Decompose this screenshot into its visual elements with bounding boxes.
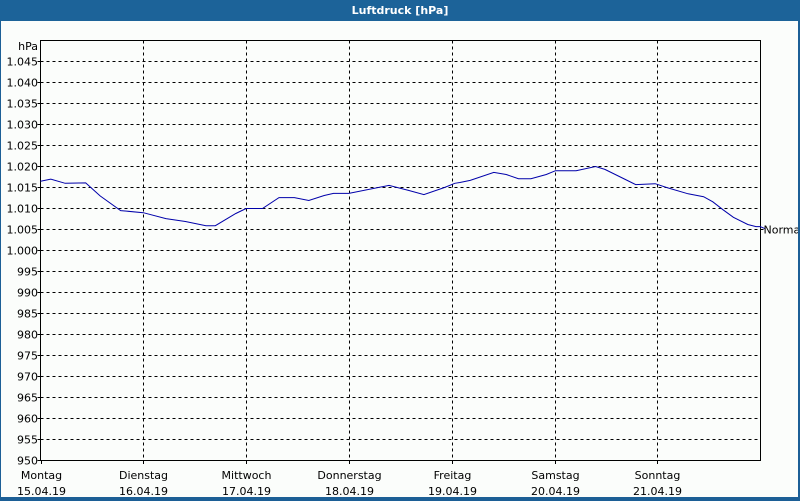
y-tick-label: 990	[17, 287, 38, 300]
x-tick-day-label: Donnerstag	[317, 469, 381, 482]
x-tick-day-label: Dienstag	[119, 469, 168, 482]
y-tick-label: 1.005	[7, 224, 39, 237]
chart-area: hPa 1.045 1.040 1.035 1.030 1.025 1.020 1.015 1…	[1, 21, 800, 498]
x-tick-day-label: Montag	[21, 469, 62, 482]
y-tick-label: 1.045	[7, 56, 39, 69]
plot-frame	[40, 40, 761, 461]
x-gridlines	[41, 40, 658, 464]
window-title: Luftdruck [hPa]	[0, 0, 800, 21]
y-tick-label: 1.010	[7, 203, 39, 216]
x-tick-date-label: 15.04.19	[17, 485, 66, 497]
y-tick-label: 950	[17, 455, 38, 468]
x-tick-day-label: Sonntag	[635, 469, 681, 482]
pressure-series-line	[40, 165, 766, 230]
y-tick-label: 1.035	[7, 98, 39, 111]
x-tick-date-label: 17.04.19	[222, 485, 271, 497]
y-gridlines	[37, 61, 761, 461]
x-tick-date-label: 20.04.19	[531, 485, 580, 497]
y-tick-label: 1.025	[7, 140, 39, 153]
y-tick-label: 995	[17, 266, 38, 279]
x-tick-date-label: 16.04.19	[119, 485, 168, 497]
y-tick-label: 970	[17, 371, 38, 384]
y-tick-label: 1.030	[7, 119, 39, 132]
y-tick-label: 1.000	[7, 245, 39, 258]
y-axis-unit-label: hPa	[18, 40, 38, 53]
x-tick-day-label: Samstag	[531, 469, 579, 482]
y-tick-label: 1.015	[7, 182, 39, 195]
y-tick-label: 1.040	[7, 77, 39, 90]
x-tick-date-label: 18.04.19	[325, 485, 374, 497]
x-tick-date-label: 21.04.19	[633, 485, 682, 497]
x-tick-day-label: Freitag	[434, 469, 472, 482]
normal-annotation-label: Normal	[764, 224, 799, 237]
x-tick-day-label: Mittwoch	[222, 469, 272, 482]
y-tick-label: 985	[17, 308, 38, 321]
y-tick-labels: 1.045 1.040 1.035 1.030 1.025 1.020 1.015 1.010…	[7, 56, 39, 468]
x-tick-date-label: 19.04.19	[428, 485, 477, 497]
y-tick-label: 975	[17, 350, 38, 363]
y-tick-label: 1.020	[7, 161, 39, 174]
x-tick-labels: Montag 15.04.19 Dienstag 16.04.19 Mittwoch 17…	[17, 469, 682, 498]
y-tick-label: 955	[17, 434, 38, 447]
y-tick-label: 960	[17, 413, 38, 426]
pressure-chart: hPa 1.0451.0401.0351.0301.0251.0201.0151…	[7, 40, 800, 498]
y-tick-label: 965	[17, 392, 38, 405]
y-tick-label: 980	[17, 329, 38, 342]
